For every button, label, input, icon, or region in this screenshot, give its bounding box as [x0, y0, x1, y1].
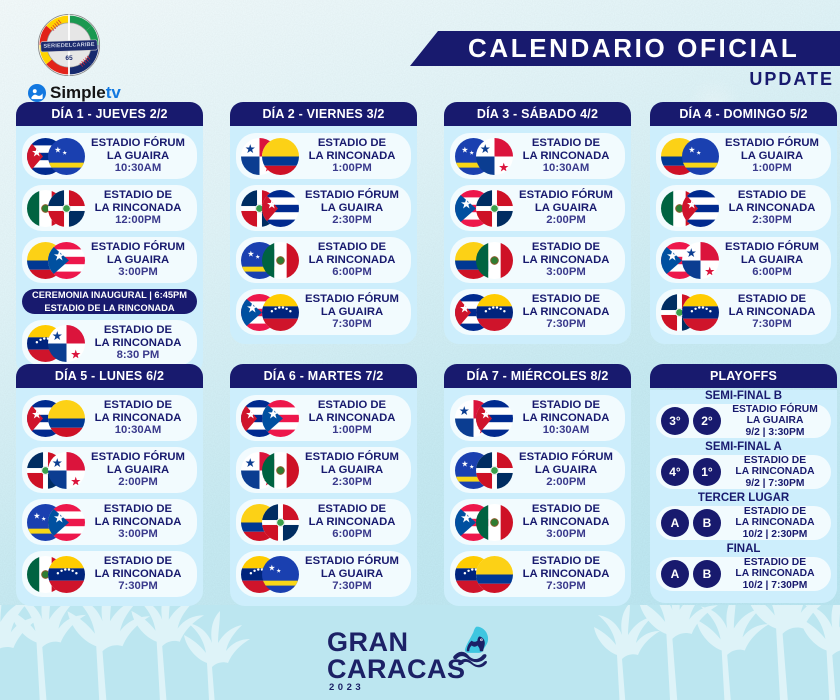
svg-text:GRAN: GRAN [327, 627, 409, 657]
svg-text:CARACAS: CARACAS [327, 654, 466, 684]
svg-text:65: 65 [65, 55, 73, 62]
svg-text:2023: 2023 [329, 682, 364, 693]
